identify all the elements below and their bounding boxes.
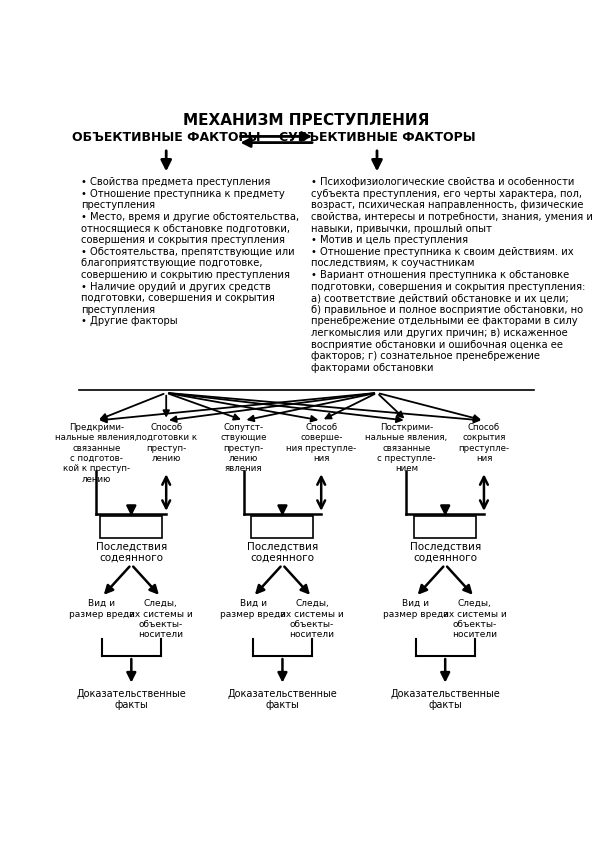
Text: ОБЪЕКТИВНЫЕ ФАКТОРЫ: ОБЪЕКТИВНЫЕ ФАКТОРЫ bbox=[72, 131, 261, 144]
Text: Доказательственные
факты: Доказательственные факты bbox=[390, 689, 500, 710]
Text: Следы,
их системы и
объекты-
носители: Следы, их системы и объекты- носители bbox=[129, 599, 193, 640]
Text: Доказательственные
факты: Доказательственные факты bbox=[77, 689, 186, 710]
Text: Следы,
их системы и
объекты-
носители: Следы, их системы и объекты- носители bbox=[280, 599, 344, 640]
Text: Предкрими-
нальные явления,
связанные
с подготов-
кой к преступ-
лению: Предкрими- нальные явления, связанные с … bbox=[56, 423, 138, 484]
Text: Вид и
размер вреда: Вид и размер вреда bbox=[69, 599, 135, 618]
Text: Вид и
размер вреда: Вид и размер вреда bbox=[220, 599, 286, 618]
Text: МЕХАНИЗМ ПРЕСТУПЛЕНИЯ: МЕХАНИЗМ ПРЕСТУПЛЕНИЯ bbox=[184, 113, 429, 127]
Text: Последствия
содеянного: Последствия содеянного bbox=[247, 542, 318, 563]
Bar bbox=[100, 516, 162, 537]
Text: • Психофизиологические свойства и особенности
субъекта преступления, его черты х: • Психофизиологические свойства и особен… bbox=[311, 177, 593, 373]
Text: Последствия
содеянного: Последствия содеянного bbox=[410, 542, 481, 563]
Text: Доказательственные
факты: Доказательственные факты bbox=[228, 689, 337, 710]
Text: Способ
сокрытия
преступле-
ния: Способ сокрытия преступле- ния bbox=[459, 423, 509, 463]
Bar bbox=[251, 516, 313, 537]
Text: Вид и
размер вреда: Вид и размер вреда bbox=[383, 599, 448, 618]
Text: Сопутст-
ствующие
преступ-
лению
явления: Сопутст- ствующие преступ- лению явления bbox=[221, 423, 267, 474]
Bar bbox=[414, 516, 476, 537]
Text: • Свойства предмета преступления
• Отношение преступника к предмету
преступления: • Свойства предмета преступления • Отнош… bbox=[81, 177, 299, 326]
Text: Способ
подготовки к
преступ-
лению: Способ подготовки к преступ- лению bbox=[136, 423, 197, 463]
Text: Способ
соверше-
ния преступле-
ния: Способ соверше- ния преступле- ния bbox=[286, 423, 356, 463]
Text: Посткрими-
нальные явления,
связанные
с преступле-
нием: Посткрими- нальные явления, связанные с … bbox=[365, 423, 447, 474]
Text: Следы,
их системы и
объекты-
носители: Следы, их системы и объекты- носители bbox=[443, 599, 507, 640]
Text: Последствия
содеянного: Последствия содеянного bbox=[96, 542, 167, 563]
Text: СУБЪЕКТИВНЫЕ ФАКТОРЫ: СУБЪЕКТИВНЫЕ ФАКТОРЫ bbox=[279, 131, 475, 144]
